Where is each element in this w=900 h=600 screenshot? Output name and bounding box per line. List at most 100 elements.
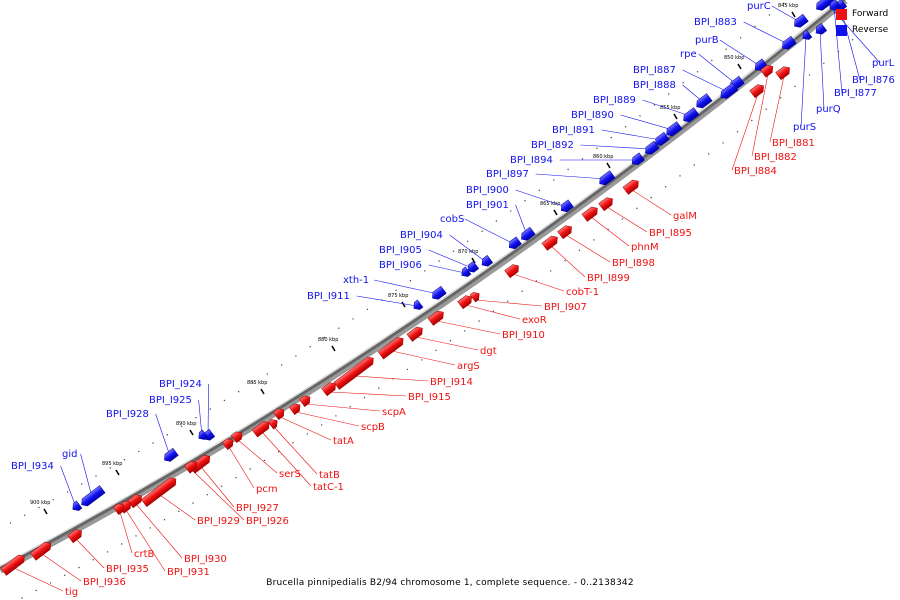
scale-dot	[668, 93, 670, 95]
leader-line	[550, 245, 586, 278]
scale-dot	[435, 349, 437, 351]
scale-dot	[794, 85, 796, 88]
gene-label-scpa: scpA	[382, 407, 406, 418]
gene-block-bpi-i901	[521, 226, 536, 241]
tick-label-865-kbp: 865 kbp	[540, 201, 560, 207]
gene-label-bpi-i926: BPI_I926	[246, 516, 289, 527]
gene-block-cobs	[508, 236, 522, 250]
scale-dot	[478, 320, 480, 322]
leader-line	[580, 144, 652, 150]
gene-label-bpi-i883: BPI_I883	[694, 17, 737, 28]
scale-dot	[280, 364, 283, 366]
scale-dot	[38, 506, 40, 509]
legend-reverse-label: Reverse	[852, 25, 889, 35]
tick-label-895-kbp: 895 kbp	[102, 461, 122, 467]
gene-block-exor	[457, 295, 472, 310]
legend-reverse-swatch	[836, 24, 847, 36]
gene-label-bpi-i924: BPI_I924	[159, 379, 202, 390]
leader-line	[428, 249, 473, 269]
scale-dot	[664, 186, 667, 188]
leader-line	[771, 5, 801, 23]
gene-block-phnm	[581, 206, 598, 222]
leader-line	[200, 466, 235, 508]
gene-block-bpi-i894	[631, 152, 645, 166]
scale-dot	[593, 239, 595, 241]
gene-label-bpi-i888: BPI_I888	[633, 80, 676, 91]
scale-dot	[135, 535, 137, 537]
scale-dot	[406, 368, 409, 371]
gene-label-bpi-i905: BPI_I905	[379, 245, 422, 256]
tick-mark	[260, 388, 265, 395]
gene-label-phnm: phnM	[631, 242, 659, 253]
gene-label-tatb: tatB	[319, 470, 340, 481]
gene-block-args	[377, 337, 404, 360]
gene-label-bpi-i914: BPI_I914	[430, 377, 473, 388]
gene-block-bpi-i925	[198, 429, 209, 440]
gene-block-purs	[802, 29, 813, 40]
leader-line	[515, 189, 567, 208]
gene-block-bpi-i904	[481, 255, 494, 267]
scale-dot	[639, 115, 641, 117]
scale-dot	[808, 74, 811, 76]
leader-line	[465, 304, 521, 320]
legend-forward: Forward	[836, 6, 900, 22]
scale-dot	[180, 425, 183, 427]
scale-dot	[138, 450, 140, 453]
scale-dot	[866, 27, 868, 29]
scale-dot	[524, 200, 526, 202]
gene-label-bpi-i929: BPI_I929	[197, 516, 240, 527]
leader-line	[305, 403, 381, 412]
gene-label-bpi-i898: BPI_I898	[612, 258, 655, 269]
leader-line	[354, 375, 429, 382]
gene-label-bpi-i925: BPI_I925	[149, 395, 192, 406]
scale-dot	[195, 417, 197, 419]
gene-block-bpi-i881	[775, 66, 790, 81]
scale-dot	[306, 433, 308, 435]
gene-label-pcm: pcm	[256, 484, 278, 495]
tick-mark	[737, 63, 742, 70]
leader-line	[449, 234, 487, 263]
scale-dot	[567, 168, 569, 171]
scale-dot	[636, 207, 638, 209]
gene-label-xth-1: xth-1	[343, 275, 369, 286]
scale-dot	[725, 48, 727, 50]
scale-dot	[693, 164, 695, 166]
gene-label-scpb: scpB	[361, 422, 385, 433]
tick-mark	[331, 345, 336, 352]
tick-label-855-kbp: 855 kbp	[660, 105, 680, 111]
scale-dot	[467, 240, 469, 242]
scale-dot	[736, 131, 739, 133]
scale-dot	[24, 514, 26, 516]
gene-block-bpi-i934	[72, 500, 83, 511]
gene-block-bpi-i905	[467, 261, 480, 273]
scale-dot	[266, 373, 268, 375]
scale-dot	[52, 499, 54, 501]
gene-label-bpi-i907: BPI_I907	[544, 302, 587, 313]
scale-dot	[81, 483, 83, 485]
gene-label-bpi-i936: BPI_I936	[83, 577, 126, 588]
gene-label-bpi-i931: BPI_I931	[167, 567, 210, 578]
tick-label-860-kbp: 860 kbp	[593, 154, 613, 160]
scale-dot	[166, 434, 168, 436]
legend-forward-swatch	[836, 8, 847, 20]
scale-dot	[424, 270, 426, 272]
gene-label-galm: galM	[673, 211, 697, 222]
scale-dot	[650, 196, 652, 199]
gene-block-tatb	[267, 419, 278, 430]
scale-dot	[510, 210, 512, 212]
forward-gene-blocks	[0, 64, 790, 576]
scale-dot	[352, 318, 354, 320]
gene-block-pcm	[221, 438, 234, 450]
gene-block-bpi-i935	[67, 529, 82, 544]
leader-line	[719, 39, 761, 67]
map-caption: Brucella pinnipedialis B2/94 chromosome …	[266, 578, 634, 588]
gene-label-cobs: cobS	[440, 214, 464, 225]
scale-dot	[35, 589, 37, 592]
scale-dot	[722, 142, 724, 144]
gene-label-purs: purS	[793, 122, 816, 133]
tick-label-880-kbp: 880 kbp	[318, 337, 338, 343]
gene-label-bpi-i934: BPI_I934	[11, 461, 54, 472]
leader-line	[428, 264, 466, 274]
scale-dot	[163, 519, 166, 521]
gene-label-bpi-i882: BPI_I882	[754, 152, 797, 163]
